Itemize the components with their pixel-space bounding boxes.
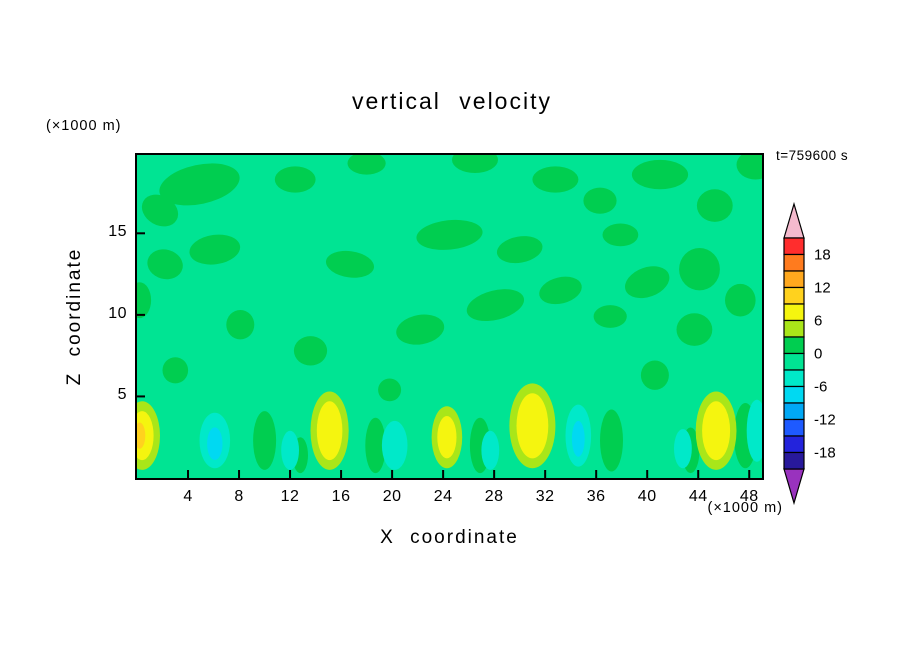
colorbar-band [783,237,805,256]
x-tick-label: 36 [586,488,606,505]
y-axis-unit-label: (×1000 m) [46,118,122,134]
contour-blob-green [625,266,670,299]
x-tick-label: 48 [739,488,759,505]
contour-blob-green [640,360,669,390]
colorbar-band [783,352,805,371]
contour-blob-orange [137,422,146,449]
contour-blob-green [532,166,579,193]
z-tick-label: 5 [117,386,127,404]
contour-blob-cyan [571,420,585,457]
x-tick-label: 44 [688,488,708,505]
colorbar-band [783,418,805,437]
x-tick-label: 32 [535,488,555,505]
x-tick-label: 20 [382,488,402,505]
x-axis-label: X coordinate [380,527,519,548]
contour-blob-green [631,159,689,190]
contour-blob-green [226,310,255,340]
contour-blob-aqua [746,399,762,462]
colorbar-tick-label: 12 [814,280,831,297]
contour-blob-green [696,189,733,222]
colorbar-band [783,369,805,388]
contour-blob-green [137,282,152,319]
contour-field [137,155,762,478]
colorbar-tick-label: -12 [814,412,836,429]
contour-blob-green [593,305,627,328]
contour-blob-green [416,219,483,250]
z-tick-label: 15 [108,223,127,241]
contour-blob-green [539,276,582,305]
colorbar-band [783,336,805,355]
colorbar-under-arrow [783,468,805,506]
contour-blob-yellow [702,401,731,461]
x-axis-unit-label: (×1000 m) [707,500,783,516]
contour-blob-yellow [437,416,457,459]
contour-blob-aqua [281,430,299,470]
contour-blob-green [365,417,386,474]
x-tick-label: 8 [234,488,244,505]
contour-blob-green [583,187,617,214]
contour-blob-green [293,336,328,366]
contour-blob-green [162,357,189,384]
colorbar-tick-label: -18 [814,445,836,462]
colorbar-tick-label: -6 [814,379,827,396]
contour-blob-green [725,283,756,317]
contour-blob-green [189,234,241,265]
contour-blob-green [496,236,543,264]
x-tick-label: 24 [433,488,453,505]
contour-blob-green [679,248,720,291]
time-annotation: t=759600 s [776,148,849,163]
colorbar-tick-label: 6 [814,313,822,330]
contour-blob-green [396,314,445,345]
contour-blob-green [452,155,498,173]
contour-blob-green [325,250,375,278]
colorbar-band [783,319,805,338]
contour-blob-green [347,155,386,175]
contour-blob-cyan [207,427,223,461]
x-tick-label: 12 [280,488,300,505]
contour-blob-green [141,194,179,227]
colorbar-tick-label: 0 [814,346,822,363]
colorbar: 18 12 6 0 -6 -12 -18 [783,201,836,506]
contour-blob-aqua [481,430,500,470]
contour-blob-green [676,313,713,346]
contour-blob-green [602,223,639,247]
colorbar-band [783,385,805,404]
contour-blob-green [378,378,402,402]
contour-blob-green [147,249,183,280]
colorbar-over-arrow [783,201,805,239]
x-tick-label: 16 [331,488,351,505]
contour-blob-green [159,163,240,206]
colorbar-band [783,435,805,454]
colorbar-band [783,253,805,272]
z-tick-label: 10 [108,304,127,322]
colorbar-band [783,270,805,289]
contour-blob-yellow [316,401,343,461]
contour-blob-aqua [674,429,692,469]
contour-blob-yellow [516,393,549,459]
z-axis-label: Z coordinate [64,247,85,386]
colorbar-band [783,286,805,305]
colorbar-band [783,402,805,421]
chart-title: vertical velocity [352,88,552,114]
contour-blob-green [253,411,277,470]
colorbar-band [783,451,805,470]
contour-blob-green [600,409,623,472]
x-tick-label: 40 [637,488,657,505]
x-tick-label: 28 [484,488,504,505]
contour-blob-green [274,166,316,193]
contour-blob-green [736,155,762,180]
contour-blob-aqua [381,420,408,470]
colorbar-band [783,303,805,322]
colorbar-tick-label: 18 [814,247,831,264]
contour-blob-green [466,289,525,322]
x-tick-label: 4 [183,488,193,505]
plot-area [135,153,764,480]
